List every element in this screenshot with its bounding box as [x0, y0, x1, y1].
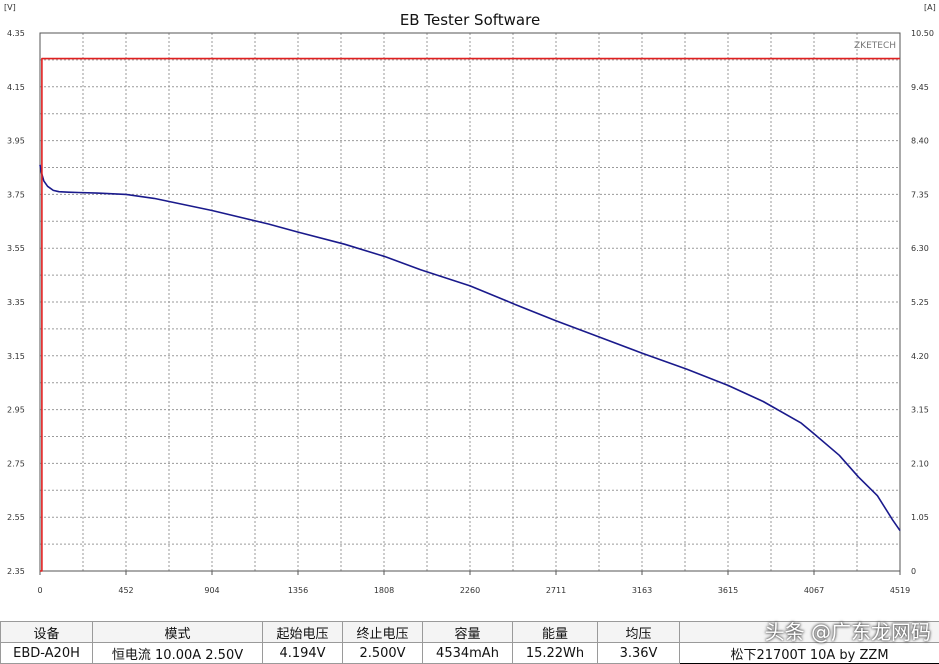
y-left-tick-label: 2.35 — [7, 567, 25, 576]
y-right-tick-label: 7.35 — [911, 190, 929, 199]
x-tick-label: 904 — [204, 586, 219, 595]
y-right-tick-label: 2.10 — [911, 459, 929, 468]
x-tick-label: 3163 — [632, 586, 652, 595]
x-tick-label: 1808 — [374, 586, 394, 595]
stats-value-row: EBD-A20H 恒电流 10.00A 2.50V 4.194V 2.500V … — [1, 643, 939, 664]
y-left-tick-label: 4.15 — [7, 83, 25, 92]
y-left-tick-label: 2.55 — [7, 513, 25, 522]
y-left-tick-label: 2.95 — [7, 406, 25, 415]
value-mode: 恒电流 10.00A 2.50V — [93, 643, 263, 664]
x-tick-label: 1356 — [288, 586, 308, 595]
y-left-tick-label: 2.75 — [7, 459, 25, 468]
y-right-tick-label: 6.30 — [911, 244, 929, 253]
y-right-tick-label: 8.40 — [911, 137, 929, 146]
y-right-tick-label: 9.45 — [911, 83, 929, 92]
y-right-tick-label: 3.15 — [911, 406, 929, 415]
right-axis-unit: [A] — [924, 3, 936, 12]
left-axis-unit: [V] — [4, 3, 16, 12]
y-right-tick-label: 1.05 — [911, 513, 929, 522]
value-energy: 15.22Wh — [513, 643, 598, 664]
y-left-tick-label: 3.55 — [7, 244, 25, 253]
y-right-tick-label: 10.50 — [911, 29, 934, 38]
value-capacity: 4534mAh — [423, 643, 513, 664]
watermark: 头条 @广东龙网码 — [765, 616, 931, 645]
y-right-tick-label: 0 — [911, 567, 916, 576]
header-start-voltage: 起始电压 — [263, 622, 343, 643]
header-avg-voltage: 均压 — [598, 622, 680, 643]
x-tick-label: 452 — [118, 586, 133, 595]
eb-tester-chart: EB Tester Software [V] [A] ZKETECH 0 452 904 13… — [0, 0, 939, 621]
value-avg-voltage: 3.36V — [598, 643, 680, 664]
y-right-tick-label: 4.20 — [911, 352, 929, 361]
y-right-tick-label: 5.25 — [911, 298, 929, 307]
header-capacity: 容量 — [423, 622, 513, 643]
header-mode: 模式 — [93, 622, 263, 643]
value-start-voltage: 4.194V — [263, 643, 343, 664]
x-tick-label: 2711 — [546, 586, 566, 595]
value-device: EBD-A20H — [1, 643, 93, 664]
header-end-voltage: 终止电压 — [343, 622, 423, 643]
x-tick-label: 3615 — [718, 586, 738, 595]
y-left-tick-label: 3.35 — [7, 298, 25, 307]
y-left-tick-label: 3.15 — [7, 352, 25, 361]
x-tick-label: 2260 — [460, 586, 480, 595]
header-energy: 能量 — [513, 622, 598, 643]
y-left-tick-label: 4.35 — [7, 29, 25, 38]
value-end-voltage: 2.500V — [343, 643, 423, 664]
chart-title: EB Tester Software — [400, 11, 540, 29]
x-tick-label: 0 — [37, 586, 42, 595]
brand-label: ZKETECH — [854, 41, 896, 51]
x-tick-label: 4519 — [890, 586, 910, 595]
header-device: 设备 — [1, 622, 93, 643]
y-left-tick-label: 3.95 — [7, 137, 25, 146]
y-left-tick-label: 3.75 — [7, 190, 25, 199]
value-note: 松下21700T 10A by ZZM — [680, 643, 939, 664]
x-tick-label: 4067 — [804, 586, 824, 595]
